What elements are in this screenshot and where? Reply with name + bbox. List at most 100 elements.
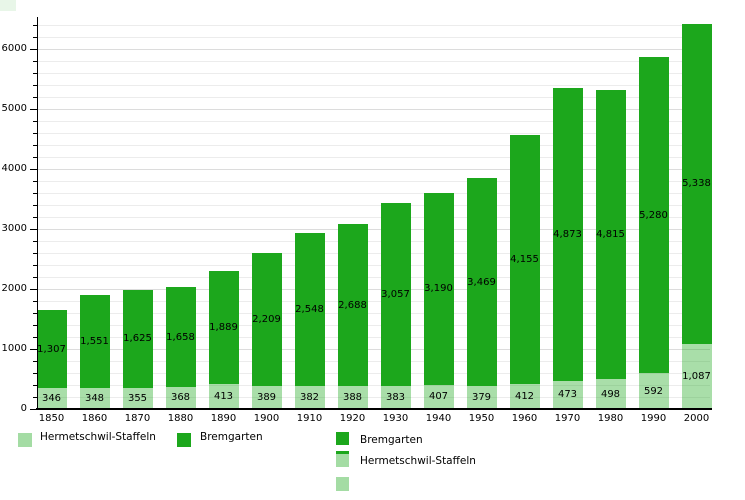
y-tick-1000 bbox=[29, 349, 38, 350]
y-tick-2600 bbox=[32, 253, 38, 254]
legend2-extra-swatch bbox=[336, 477, 349, 491]
gridline-5200 bbox=[38, 97, 710, 98]
x-label-1940: 1940 bbox=[425, 413, 452, 424]
x-label-1930: 1930 bbox=[382, 413, 409, 424]
bar-segment-bremgarten-1870: 1,625 bbox=[122, 290, 153, 388]
y-axis-line bbox=[37, 17, 38, 410]
legend2-dark-strip bbox=[336, 451, 349, 454]
legend-label-bremgarten: Bremgarten bbox=[200, 431, 263, 443]
gridline-1600 bbox=[38, 313, 710, 314]
legend-item-hermetschwil: Hermetschwil-Staffeln bbox=[18, 429, 156, 448]
bar-segment-bremgarten-1930: 3,057 bbox=[380, 202, 411, 386]
bar-segment-hermetschwil-1870: 355 bbox=[122, 387, 153, 409]
bar-segment-hermetschwil-1890: 413 bbox=[208, 384, 239, 409]
bar-segment-bremgarten-1970: 4,873 bbox=[552, 88, 583, 381]
legend2-hermetschwil-swatch bbox=[336, 454, 349, 467]
y-label-2000: 2000 bbox=[1, 283, 27, 294]
bar-segment-hermetschwil-1930: 383 bbox=[380, 386, 411, 409]
y-tick-400 bbox=[32, 385, 38, 386]
x-label-1860: 1860 bbox=[81, 413, 108, 424]
x-label-1880: 1880 bbox=[167, 413, 194, 424]
y-tick-1600 bbox=[32, 313, 38, 314]
legend2-bremgarten-swatch bbox=[336, 432, 349, 445]
gridline-800 bbox=[38, 361, 710, 362]
gridline-4800 bbox=[38, 121, 710, 122]
gridline-6400 bbox=[38, 25, 710, 26]
y-tick-3800 bbox=[32, 181, 38, 182]
gridline-4400 bbox=[38, 145, 710, 146]
bar-segment-bremgarten-1990: 5,280 bbox=[638, 56, 669, 374]
gridline-3000 bbox=[38, 229, 710, 230]
gridline-3200 bbox=[38, 217, 710, 218]
y-tick-4800 bbox=[32, 121, 38, 122]
legend2-label-bremgarten: Bremgarten bbox=[360, 434, 423, 446]
x-axis-line bbox=[36, 408, 712, 410]
y-tick-6000 bbox=[29, 49, 38, 50]
gridline-6200 bbox=[38, 37, 710, 38]
y-tick-0 bbox=[29, 409, 38, 410]
y-tick-5600 bbox=[32, 73, 38, 74]
bar-segment-hermetschwil-1980: 498 bbox=[595, 379, 626, 409]
gridline-1200 bbox=[38, 337, 710, 338]
gridline-2600 bbox=[38, 253, 710, 254]
y-tick-4200 bbox=[32, 157, 38, 158]
bar-segment-hermetschwil-1940: 407 bbox=[423, 384, 454, 409]
gridline-2400 bbox=[38, 265, 710, 266]
x-label-2000: 2000 bbox=[683, 413, 710, 424]
bar-segment-bremgarten-1940: 3,190 bbox=[423, 193, 454, 385]
y-tick-5800 bbox=[32, 61, 38, 62]
y-tick-4600 bbox=[32, 133, 38, 134]
gridline-5600 bbox=[38, 73, 710, 74]
bar-segment-bremgarten-1850: 1,307 bbox=[36, 309, 67, 389]
x-label-1910: 1910 bbox=[296, 413, 323, 424]
bar-segment-bremgarten-1980: 4,815 bbox=[595, 90, 626, 380]
gridline-2000 bbox=[38, 289, 710, 290]
bar-segment-hermetschwil-1950: 379 bbox=[466, 386, 497, 409]
y-tick-5200 bbox=[32, 97, 38, 98]
bar-segment-bremgarten-1910: 2,548 bbox=[294, 233, 325, 387]
y-tick-200 bbox=[32, 397, 38, 398]
bar-segment-hermetschwil-1920: 388 bbox=[337, 385, 368, 409]
bar-segment-bremgarten-1860: 1,551 bbox=[79, 295, 110, 389]
y-label-5000: 5000 bbox=[1, 103, 27, 114]
y-tick-4400 bbox=[32, 145, 38, 146]
gridline-1000 bbox=[38, 349, 710, 350]
gridline-6000 bbox=[38, 49, 710, 50]
y-label-4000: 4000 bbox=[1, 163, 27, 174]
bar-segment-bremgarten-1960: 4,155 bbox=[509, 134, 540, 385]
x-label-1980: 1980 bbox=[597, 413, 624, 424]
bar-segment-hermetschwil-2000: 1,087 bbox=[681, 343, 712, 409]
y-tick-6400 bbox=[32, 25, 38, 26]
y-label-1000: 1000 bbox=[1, 343, 27, 354]
gridline-2200 bbox=[38, 277, 710, 278]
gridline-3400 bbox=[38, 205, 710, 206]
gridline-3600 bbox=[38, 193, 710, 194]
y-tick-3400 bbox=[32, 205, 38, 206]
y-tick-1800 bbox=[32, 301, 38, 302]
bar-segment-bremgarten-1900: 2,209 bbox=[251, 253, 282, 386]
bremgarten-swatch bbox=[177, 432, 191, 447]
y-tick-3000 bbox=[29, 229, 38, 230]
bar-segment-hermetschwil-1850: 346 bbox=[36, 388, 67, 409]
bar-segment-hermetschwil-1860: 348 bbox=[79, 388, 110, 409]
bar-segment-bremgarten-2000: 5,338 bbox=[681, 23, 712, 344]
x-label-1950: 1950 bbox=[468, 413, 495, 424]
y-tick-4000 bbox=[29, 169, 38, 170]
bar-segment-hermetschwil-1990: 592 bbox=[638, 373, 669, 409]
y-tick-5400 bbox=[32, 85, 38, 86]
bar-segment-bremgarten-1920: 2,688 bbox=[337, 224, 368, 386]
gridline-1800 bbox=[38, 301, 710, 302]
bar-segment-bremgarten-1890: 1,889 bbox=[208, 270, 239, 385]
bar-segment-hermetschwil-1910: 382 bbox=[294, 386, 325, 409]
x-label-1890: 1890 bbox=[210, 413, 237, 424]
bar-segment-hermetschwil-1900: 389 bbox=[251, 385, 282, 409]
y-tick-800 bbox=[32, 361, 38, 362]
y-tick-1400 bbox=[32, 325, 38, 326]
gridline-4200 bbox=[38, 157, 710, 158]
legend-label-hermetschwil: Hermetschwil-Staffeln bbox=[40, 431, 156, 443]
gridline-4000 bbox=[38, 169, 710, 170]
gridline-5800 bbox=[38, 61, 710, 62]
bar-segment-bremgarten-1950: 3,469 bbox=[466, 178, 497, 387]
gridline-3800 bbox=[38, 181, 710, 182]
